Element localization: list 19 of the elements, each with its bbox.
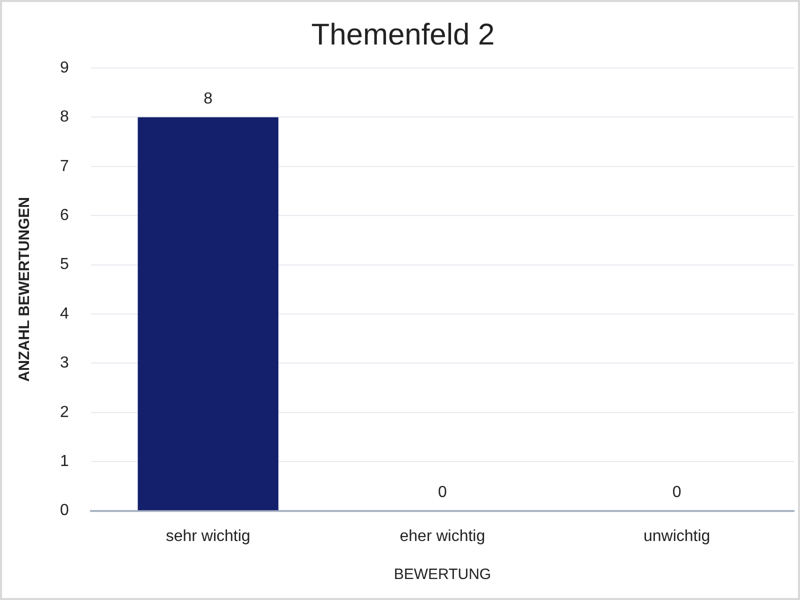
y-tick-label: 1 (60, 453, 69, 470)
y-tick-label: 5 (60, 256, 69, 274)
y-tick-label: 4 (60, 305, 69, 322)
y-axis-title: ANZAHL BEWERTUNGEN (16, 197, 34, 382)
x-tick-label: sehr wichtig (166, 528, 250, 545)
y-tick-label: 2 (60, 404, 69, 421)
y-tick-label: 9 (60, 59, 69, 76)
x-axis-title: BEWERTUNG (394, 566, 492, 584)
y-tick-label: 7 (60, 158, 69, 175)
data-label: 0 (672, 484, 682, 502)
data-label: 8 (204, 90, 213, 108)
y-tick-label: 6 (60, 207, 69, 224)
y-tick-label: 3 (60, 354, 69, 372)
data-label: 0 (438, 484, 447, 502)
x-tick-label: unwichtig (643, 528, 710, 545)
y-tick-label: 8 (60, 108, 69, 126)
y-tick-label: 0 (60, 502, 69, 520)
chart-title: Themenfeld 2 (311, 18, 495, 52)
x-tick-label: eher wichtig (400, 528, 486, 545)
